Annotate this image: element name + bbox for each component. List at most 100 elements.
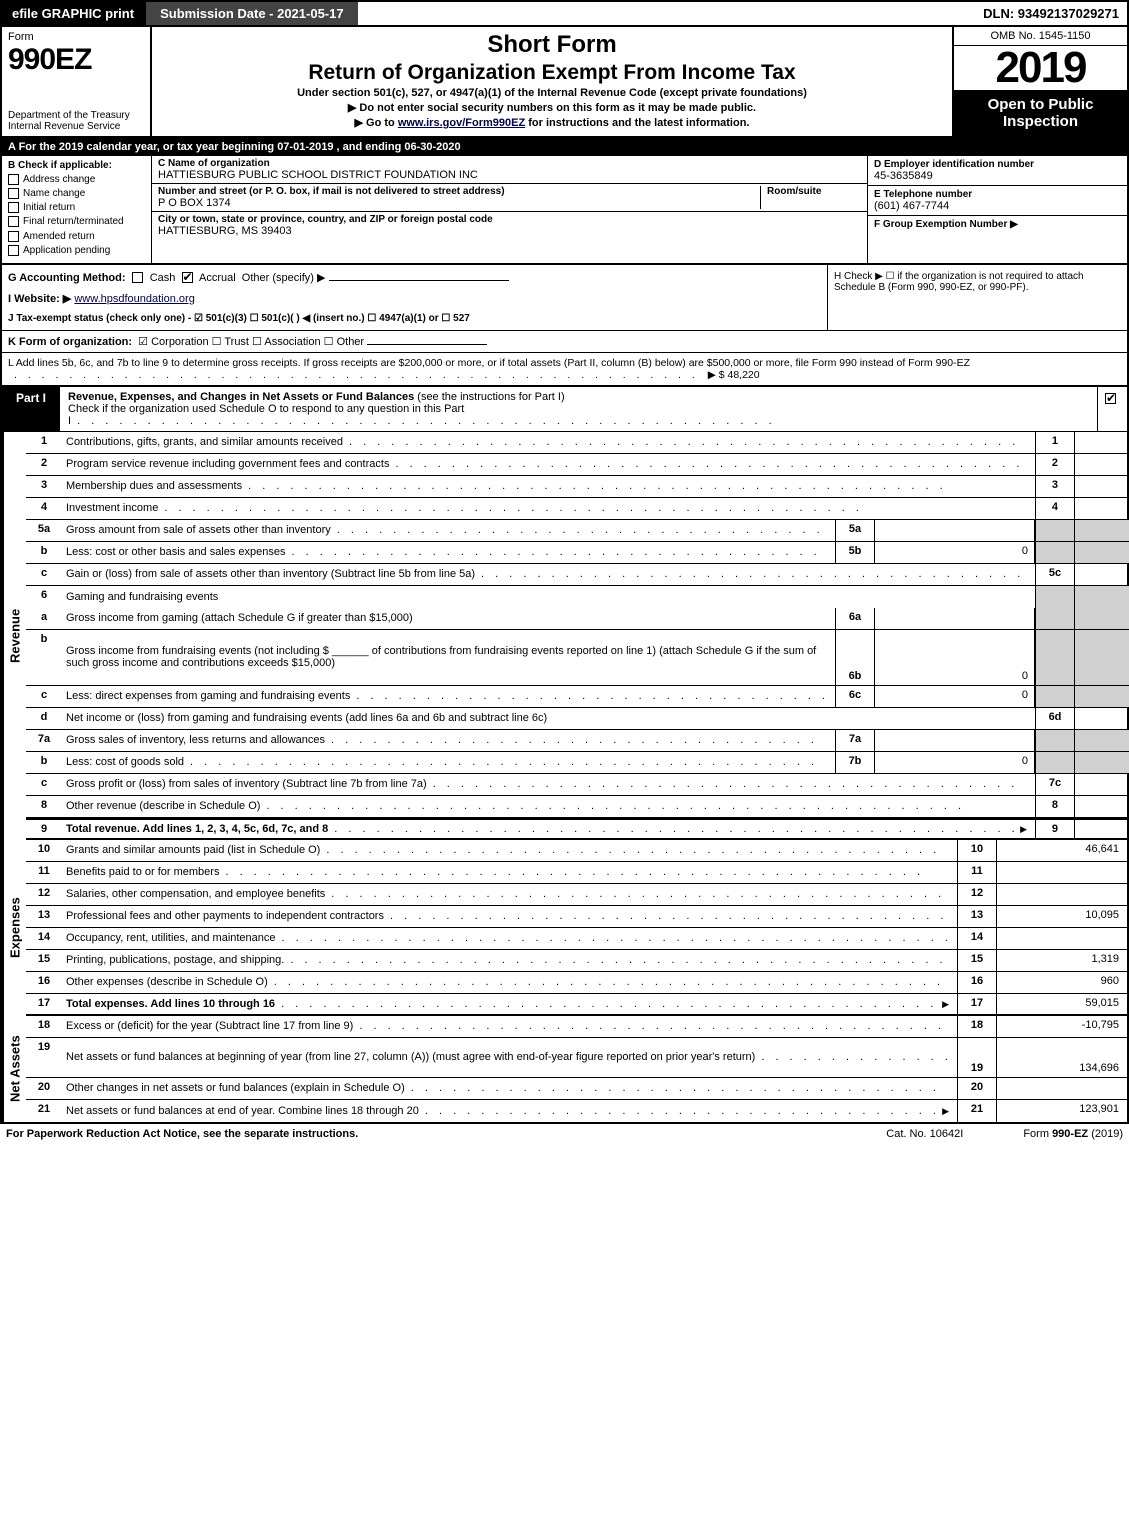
ln18-desc: Excess or (deficit) for the year (Subtra… bbox=[66, 1020, 353, 1032]
line-21: 21 Net assets or fund balances at end of… bbox=[26, 1100, 1127, 1122]
footer-cat-no: Cat. No. 10642I bbox=[886, 1128, 963, 1140]
ln7a-num: 7a bbox=[26, 730, 62, 751]
ln5a-rv-shade bbox=[1075, 520, 1129, 541]
line-13: 13 Professional fees and other payments … bbox=[26, 906, 1127, 928]
top-bar: efile GRAPHIC print Submission Date - 20… bbox=[2, 2, 1127, 27]
tel-label: E Telephone number bbox=[874, 189, 972, 200]
ln6c-mn: 6c bbox=[835, 686, 875, 707]
ln6a-mn: 6a bbox=[835, 608, 875, 629]
line-20: 20 Other changes in net assets or fund b… bbox=[26, 1078, 1127, 1100]
ln6d-desc: Net income or (loss) from gaming and fun… bbox=[66, 712, 547, 724]
ln13-num: 13 bbox=[26, 906, 62, 927]
opt-app-pending: Application pending bbox=[23, 245, 110, 256]
c-name-label: C Name of organization bbox=[158, 158, 270, 169]
ln13-rn: 13 bbox=[957, 906, 997, 927]
org-city: HATTIESBURG, MS 39403 bbox=[158, 225, 292, 237]
g-other-blank[interactable] bbox=[329, 280, 509, 281]
ln4-num: 4 bbox=[26, 498, 62, 519]
goto-instructions: ▶ Go to www.irs.gov/Form990EZ for instru… bbox=[158, 116, 946, 129]
row-l-gross-receipts: L Add lines 5b, 6c, and 7b to line 9 to … bbox=[2, 353, 1127, 387]
k-other-blank[interactable] bbox=[367, 344, 487, 345]
ln7b-mn: 7b bbox=[835, 752, 875, 773]
revenue-side-label: Revenue bbox=[2, 432, 26, 840]
footer-form-pre: Form bbox=[1023, 1128, 1052, 1140]
ln6b-mn: 6b bbox=[835, 630, 875, 685]
ln12-val bbox=[997, 884, 1127, 905]
chk-initial-return[interactable] bbox=[8, 202, 19, 213]
line-6a: a Gross income from gaming (attach Sched… bbox=[26, 608, 1129, 630]
ln7a-rv-shade bbox=[1075, 730, 1129, 751]
ln5a-num: 5a bbox=[26, 520, 62, 541]
title-short-form: Short Form bbox=[158, 31, 946, 59]
g-label: G Accounting Method: bbox=[8, 272, 126, 284]
ln6c-num: c bbox=[26, 686, 62, 707]
ln5b-rn-shade bbox=[1035, 542, 1075, 563]
part-i-tag: Part I bbox=[2, 387, 60, 431]
opt-initial-return: Initial return bbox=[23, 202, 75, 213]
chk-cash[interactable] bbox=[132, 272, 143, 283]
ln21-val: 123,901 bbox=[997, 1100, 1127, 1122]
ln14-num: 14 bbox=[26, 928, 62, 949]
chk-name-change[interactable] bbox=[8, 188, 19, 199]
ln20-desc: Other changes in net assets or fund bala… bbox=[66, 1082, 405, 1094]
row-k-form-of-org: K Form of organization: ☑ Corporation ☐ … bbox=[2, 331, 1127, 353]
chk-schedule-o[interactable] bbox=[1105, 393, 1116, 404]
ln11-desc: Benefits paid to or for members bbox=[66, 866, 219, 878]
ln5b-num: b bbox=[26, 542, 62, 563]
g-cash: Cash bbox=[150, 272, 176, 284]
line-15: 15 Printing, publications, postage, and … bbox=[26, 950, 1127, 972]
line-14: 14 Occupancy, rent, utilities, and maint… bbox=[26, 928, 1127, 950]
website-link[interactable]: www.hpsdfoundation.org bbox=[74, 293, 194, 305]
goto-post: for instructions and the latest informat… bbox=[525, 117, 749, 129]
ln3-val bbox=[1075, 476, 1129, 497]
ln7a-mv bbox=[875, 730, 1035, 751]
ln1-desc: Contributions, gifts, grants, and simila… bbox=[66, 436, 343, 448]
line-6: 6 Gaming and fundraising events bbox=[26, 586, 1129, 608]
ln7b-desc: Less: cost of goods sold bbox=[66, 756, 184, 768]
ln5b-mv: 0 bbox=[875, 542, 1035, 563]
submission-date-button[interactable]: Submission Date - 2021-05-17 bbox=[146, 2, 358, 25]
title-return: Return of Organization Exempt From Incom… bbox=[158, 61, 946, 85]
ln15-val: 1,319 bbox=[997, 950, 1127, 971]
chk-final-return[interactable] bbox=[8, 216, 19, 227]
chk-accrual[interactable] bbox=[182, 272, 193, 283]
line-5a: 5a Gross amount from sale of assets othe… bbox=[26, 520, 1129, 542]
ln12-num: 12 bbox=[26, 884, 62, 905]
form-990ez-page: efile GRAPHIC print Submission Date - 20… bbox=[0, 0, 1129, 1124]
efile-print-button[interactable]: efile GRAPHIC print bbox=[2, 2, 146, 25]
line-16: 16 Other expenses (describe in Schedule … bbox=[26, 972, 1127, 994]
line-7b: b Less: cost of goods sold 7b 0 bbox=[26, 752, 1129, 774]
ln17-val: 59,015 bbox=[997, 994, 1127, 1014]
org-name: HATTIESBURG PUBLIC SCHOOL DISTRICT FOUND… bbox=[158, 169, 478, 181]
part-i-title: Revenue, Expenses, and Changes in Net As… bbox=[68, 391, 414, 403]
ln6c-desc: Less: direct expenses from gaming and fu… bbox=[66, 690, 350, 702]
chk-app-pending[interactable] bbox=[8, 245, 19, 256]
tax-year: 2019 bbox=[954, 46, 1127, 90]
ln19-desc: Net assets or fund balances at beginning… bbox=[66, 1051, 755, 1063]
ln7b-num: b bbox=[26, 752, 62, 773]
chk-amended-return[interactable] bbox=[8, 231, 19, 242]
ln6a-rn-shade bbox=[1035, 608, 1075, 629]
ln5a-mn: 5a bbox=[835, 520, 875, 541]
row-h-schedule-b: H Check ▶ ☐ if the organization is not r… bbox=[827, 265, 1127, 330]
line-1: 1 Contributions, gifts, grants, and simi… bbox=[26, 432, 1129, 454]
footer-form-post: (2019) bbox=[1088, 1128, 1123, 1140]
ln8-num: 8 bbox=[26, 796, 62, 817]
irs-link[interactable]: www.irs.gov/Form990EZ bbox=[398, 117, 525, 129]
g-other: Other (specify) ▶ bbox=[242, 272, 326, 284]
ln4-rn: 4 bbox=[1035, 498, 1075, 519]
chk-address-change[interactable] bbox=[8, 174, 19, 185]
irs-label: Internal Revenue Service bbox=[8, 121, 144, 132]
row-g-accounting: G Accounting Method: Cash Accrual Other … bbox=[8, 271, 821, 284]
part-i-instr: (see the instructions for Part I) bbox=[414, 391, 564, 403]
l-amount: ▶ $ 48,220 bbox=[708, 369, 760, 381]
line-7a: 7a Gross sales of inventory, less return… bbox=[26, 730, 1129, 752]
ln4-desc: Investment income bbox=[66, 502, 158, 514]
ln10-num: 10 bbox=[26, 840, 62, 861]
ln7a-mn: 7a bbox=[835, 730, 875, 751]
revenue-section: Revenue 1 Contributions, gifts, grants, … bbox=[2, 432, 1127, 840]
form-word: Form bbox=[8, 31, 144, 43]
ln6b-desc: Gross income from fundraising events (no… bbox=[66, 645, 831, 669]
arrow-icon bbox=[942, 998, 953, 1010]
line-6d: d Net income or (loss) from gaming and f… bbox=[26, 708, 1129, 730]
